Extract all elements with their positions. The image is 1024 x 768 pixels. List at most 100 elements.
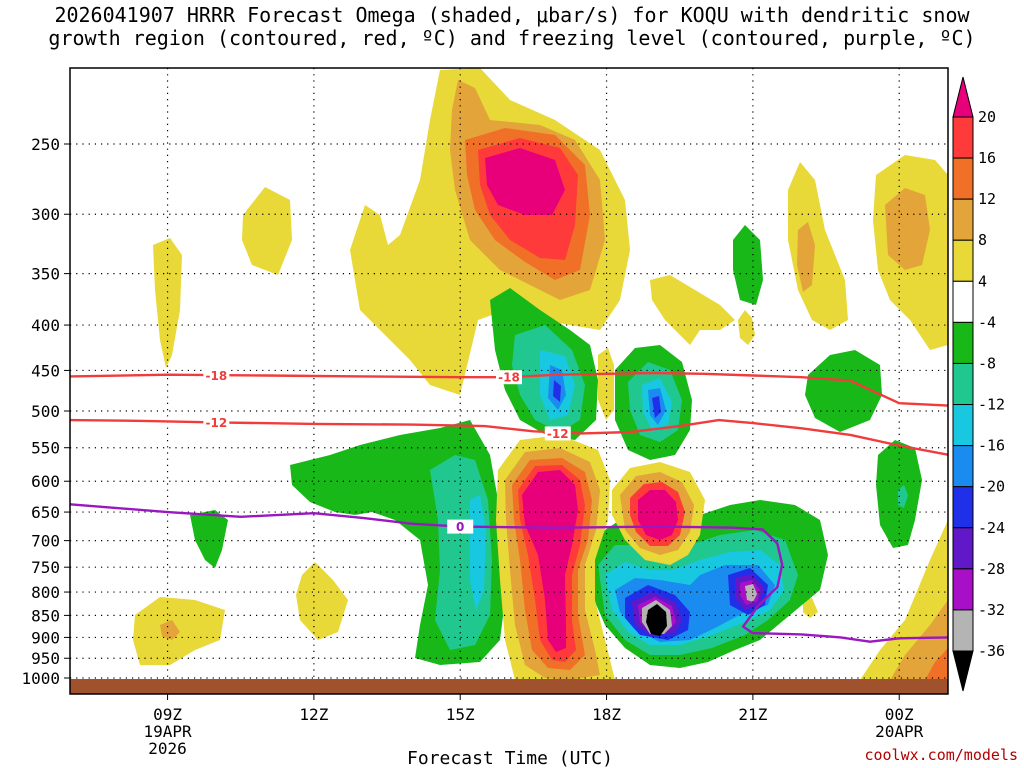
omega-shade: [650, 275, 735, 345]
x-tick-label: 09Z: [153, 705, 182, 724]
omega-shade: [485, 148, 565, 215]
y-tick-label: 650: [31, 503, 60, 522]
x-tick-label: 2026: [148, 739, 187, 758]
colorbar-swatch: [952, 76, 974, 118]
omega-shade: [885, 188, 930, 270]
colorbar-swatch: [952, 157, 974, 200]
x-tick-label: 00Z: [885, 705, 914, 724]
omega-shade: [242, 187, 292, 275]
contour-label: -12: [547, 427, 569, 441]
colorbar-swatch: [952, 280, 974, 323]
omega-shade: [153, 238, 182, 368]
x-tick-label: 20APR: [875, 722, 924, 741]
omega-shade: [803, 598, 818, 618]
colorbar-label: -36: [978, 642, 1005, 660]
colorbar-swatch: [952, 321, 974, 364]
colorbar-swatch: [952, 198, 974, 241]
contour-label: -18: [205, 369, 227, 383]
colorbar-label: -4: [978, 313, 996, 331]
ground-strip: [70, 679, 948, 694]
y-tick-label: 700: [31, 532, 60, 551]
omega-shade: [733, 225, 763, 305]
omega-shade: [652, 396, 661, 418]
contour-line: [70, 371, 948, 407]
credit-text: coolwx.com/models: [864, 746, 1018, 764]
colorbar-label: -16: [978, 437, 1005, 455]
colorbar-label: -32: [978, 601, 1005, 619]
x-tick-label: 21Z: [738, 705, 767, 724]
contour-label: -18: [498, 371, 520, 385]
omega-shade: [296, 562, 348, 640]
omega-shade: [522, 470, 578, 652]
y-axis: 250 300 350 400 450 500 550 600 650 700 750 800 850 9…: [21, 135, 70, 688]
colorbar-label: -24: [978, 519, 1005, 537]
y-tick-label: 750: [31, 558, 60, 577]
omega-shade: [190, 510, 228, 568]
y-tick-label: 450: [31, 361, 60, 380]
y-tick-label: 300: [31, 205, 60, 224]
contour-labels: -18 -18 -12 -12 0: [203, 368, 571, 534]
omega-field: [133, 68, 948, 690]
contour-label-bg: [203, 368, 230, 383]
colorbar: 20 16 12 8 4 -4 -8 -12 -16 -20 -24 -28 -32 -36: [952, 76, 1005, 692]
colorbar-label: -12: [978, 396, 1005, 414]
contour-label-bg: [496, 370, 522, 385]
omega-shade: [788, 162, 848, 330]
colorbar-swatch: [952, 445, 974, 488]
x-axis-label: Forecast Time (UTC): [407, 748, 613, 768]
colorbar-swatch: [952, 527, 974, 570]
omega-shade: [738, 310, 755, 345]
colorbar-swatch: [952, 362, 974, 406]
plot-frame: [69, 67, 949, 695]
colorbar-swatch: [952, 609, 974, 652]
omega-shade: [470, 495, 486, 610]
colorbar-label: -8: [978, 354, 996, 372]
contour-label-bg: [544, 426, 571, 441]
omega-shade: [160, 620, 180, 640]
y-tick-label: 400: [31, 316, 60, 335]
contour-line: [70, 503, 948, 643]
colorbar-swatch: [952, 486, 974, 529]
contour-label: -12: [205, 416, 227, 430]
y-tick-label: 950: [31, 649, 60, 668]
omega-shade: [745, 584, 757, 602]
y-tick-label: 550: [31, 439, 60, 458]
omega-shade: [598, 348, 614, 420]
y-tick-label: 250: [31, 135, 60, 154]
x-tick-label: 15Z: [446, 705, 475, 724]
colorbar-swatch: [952, 404, 974, 447]
title-line-1: 2026041907 HRRR Forecast Omega (shaded, …: [54, 3, 970, 27]
colorbar-swatch: [952, 116, 974, 159]
contour-lines: [70, 371, 948, 643]
y-tick-label: 800: [31, 583, 60, 602]
y-tick-label: 900: [31, 628, 60, 647]
y-tick-label: 1000: [21, 669, 60, 688]
colorbar-label: -20: [978, 478, 1005, 496]
grid-lines: [70, 68, 948, 694]
colorbar-swatch: [952, 239, 974, 282]
y-tick-label: 600: [31, 472, 60, 491]
contour-label: 0: [456, 520, 464, 534]
y-tick-label: 500: [31, 402, 60, 421]
colorbar-label: 12: [978, 190, 996, 208]
colorbar-label: 4: [978, 272, 987, 290]
x-tick-label: 19APR: [143, 722, 192, 741]
colorbar-swatch: [952, 650, 974, 692]
colorbar-label: 8: [978, 231, 987, 249]
chart-title: 2026041907 HRRR Forecast Omega (shaded, …: [0, 4, 1024, 50]
colorbar-label: -28: [978, 560, 1005, 578]
contour-line: [70, 418, 948, 456]
contour-label-bg: [203, 415, 230, 430]
colorbar-swatch: [952, 568, 974, 611]
omega-shade: [898, 485, 908, 508]
omega-shade: [797, 222, 815, 292]
x-tick-label: 18Z: [592, 705, 621, 724]
x-tick-label: 12Z: [299, 705, 328, 724]
omega-shade: [646, 604, 667, 636]
colorbar-label: 20: [978, 108, 996, 126]
title-line-2: growth region (contoured, red, ºC) and f…: [48, 26, 976, 50]
contour-label-bg: [447, 519, 474, 534]
y-tick-label: 850: [31, 606, 60, 625]
